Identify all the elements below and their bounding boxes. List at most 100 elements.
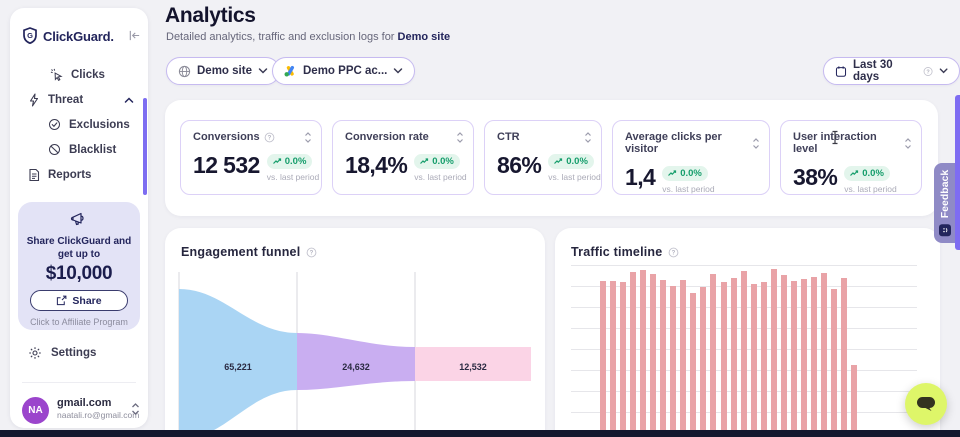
kpi-label: Conversion rate bbox=[345, 131, 429, 143]
kpi-value: 38% bbox=[793, 164, 838, 190]
kpi-change-badge: 0.0% bbox=[414, 154, 460, 169]
sort-icon[interactable] bbox=[584, 131, 592, 143]
kpi-compare-label: vs. last period bbox=[662, 184, 715, 194]
timeline-title: Traffic timeline bbox=[571, 245, 663, 259]
site-selector[interactable]: Demo site bbox=[166, 57, 280, 85]
sidebar-scrollbar[interactable] bbox=[143, 98, 147, 195]
share-button[interactable]: Share bbox=[30, 290, 128, 311]
settings-label: Settings bbox=[51, 347, 97, 359]
svg-text:?: ? bbox=[310, 250, 314, 256]
subtitle-site-name: Demo site bbox=[397, 31, 451, 43]
trend-up-icon bbox=[420, 158, 429, 164]
promo-amount: $10,000 bbox=[45, 263, 113, 284]
timeline-bar bbox=[851, 365, 858, 437]
account-name: gmail.com bbox=[57, 397, 112, 409]
info-icon[interactable]: ? bbox=[306, 247, 317, 258]
info-icon: ? bbox=[923, 66, 933, 76]
info-icon[interactable]: ? bbox=[264, 132, 275, 143]
globe-icon bbox=[178, 65, 191, 77]
kpi-label: CTR bbox=[497, 131, 520, 143]
chevron-down-icon bbox=[258, 68, 268, 74]
megaphone-icon bbox=[70, 212, 84, 226]
sort-icon[interactable] bbox=[304, 131, 312, 143]
timeline-bar bbox=[630, 272, 637, 437]
sidebar-item-label: Exclusions bbox=[69, 118, 130, 131]
account-switcher[interactable]: NA gmail.com naatali.ro@gmail.com bbox=[10, 391, 148, 431]
sidebar-item-clicks[interactable]: Clicks bbox=[50, 68, 105, 81]
sort-icon[interactable] bbox=[456, 131, 464, 143]
svg-text:?: ? bbox=[672, 250, 676, 256]
timeline-bar bbox=[820, 273, 827, 437]
kpi-compare-label: vs. last period bbox=[548, 172, 601, 182]
trend-up-icon bbox=[850, 170, 859, 176]
kpi-value: 18,4% bbox=[345, 152, 408, 178]
svg-text:G: G bbox=[27, 31, 33, 40]
timeline-bar bbox=[670, 286, 677, 437]
collapse-sidebar-button[interactable] bbox=[128, 29, 141, 47]
chevron-up-icon bbox=[124, 96, 134, 103]
sidebar-item-blacklist[interactable]: Blacklist bbox=[48, 143, 116, 156]
chat-widget-button[interactable] bbox=[905, 383, 947, 425]
timeline-bar bbox=[830, 289, 837, 437]
kpi-value: 86% bbox=[497, 152, 542, 178]
timeline-bar bbox=[800, 279, 807, 437]
kpi-label: Average clicks per visitor bbox=[625, 131, 722, 155]
timeline-bar bbox=[700, 287, 707, 437]
trend-up-icon bbox=[554, 158, 563, 164]
click-icon bbox=[50, 68, 63, 81]
timeline-bar bbox=[610, 281, 617, 437]
sidebar-item-exclusions[interactable]: Exclusions bbox=[48, 118, 130, 131]
funnel-chart: 65,221 24,632 12,532 bbox=[178, 272, 531, 437]
timeline-bar bbox=[740, 271, 747, 437]
timeline-bar bbox=[600, 281, 607, 437]
kpi-value: 1,4 bbox=[625, 164, 656, 190]
sort-icon[interactable] bbox=[752, 137, 760, 149]
date-range-selector[interactable]: Last 30 days ? bbox=[823, 57, 960, 85]
site-selector-label: Demo site bbox=[197, 65, 252, 77]
up-down-chevron-icon bbox=[132, 403, 139, 415]
timeline-bar bbox=[780, 275, 787, 437]
check-circle-icon bbox=[48, 118, 61, 131]
kpi-change-badge: 0.0% bbox=[844, 166, 890, 181]
timeline-bar-chart bbox=[555, 228, 940, 437]
info-icon[interactable]: ? bbox=[668, 247, 679, 258]
kpi-label: Conversions bbox=[193, 131, 260, 143]
external-link-icon bbox=[57, 295, 67, 306]
sidebar-item-reports[interactable]: Reports bbox=[28, 168, 91, 182]
kpi-change-badge: 0.0% bbox=[266, 154, 313, 169]
timeline-bar bbox=[640, 270, 647, 437]
feedback-label: Feedback bbox=[939, 169, 951, 219]
trend-up-icon bbox=[668, 170, 677, 176]
kpi-card-avg-clicks: Average clicks per visitor 1,4 0.0% bbox=[612, 120, 770, 195]
ppc-account-selector[interactable]: Demo PPC ac... bbox=[272, 57, 416, 85]
google-ads-icon bbox=[284, 65, 295, 77]
timeline-bar bbox=[750, 284, 757, 437]
date-range-label: Last 30 days bbox=[852, 59, 893, 83]
sidebar-item-settings[interactable]: Settings bbox=[28, 346, 96, 360]
kpi-compare-label: vs. last period bbox=[414, 172, 467, 182]
brand-logo[interactable]: G ClickGuard. bbox=[22, 27, 114, 45]
svg-text:?: ? bbox=[926, 69, 930, 75]
sidebar-item-label: Clicks bbox=[71, 68, 105, 81]
gear-icon bbox=[29, 347, 41, 359]
sidebar-item-threat[interactable]: Threat bbox=[28, 93, 134, 107]
timeline-bar bbox=[841, 278, 847, 437]
sort-icon[interactable] bbox=[904, 137, 912, 149]
engagement-funnel-panel: Engagement funnel ? 65,221 24,632 12,532 bbox=[165, 228, 545, 437]
page-scrollbar[interactable] bbox=[955, 95, 960, 250]
timeline-bar bbox=[720, 282, 727, 437]
traffic-timeline-panel: Traffic timeline ? bbox=[555, 228, 940, 437]
window-bottom-edge bbox=[0, 430, 960, 437]
svg-text:?: ? bbox=[267, 135, 271, 141]
timeline-bar bbox=[810, 277, 817, 437]
shield-logo-icon: G bbox=[23, 27, 37, 45]
sidebar-item-label: Reports bbox=[48, 169, 92, 181]
funnel-stage-value: 12,532 bbox=[459, 362, 487, 372]
sidebar-item-label: Blacklist bbox=[69, 143, 117, 156]
feedback-button[interactable]: Feedback bbox=[934, 163, 956, 243]
timeline-bar bbox=[650, 274, 657, 437]
kpi-card-ctr: CTR 86% 0.0% bbox=[484, 120, 602, 195]
calendar-icon bbox=[835, 65, 847, 77]
affiliate-program-link[interactable]: Click to Affiliate Program bbox=[30, 317, 128, 327]
